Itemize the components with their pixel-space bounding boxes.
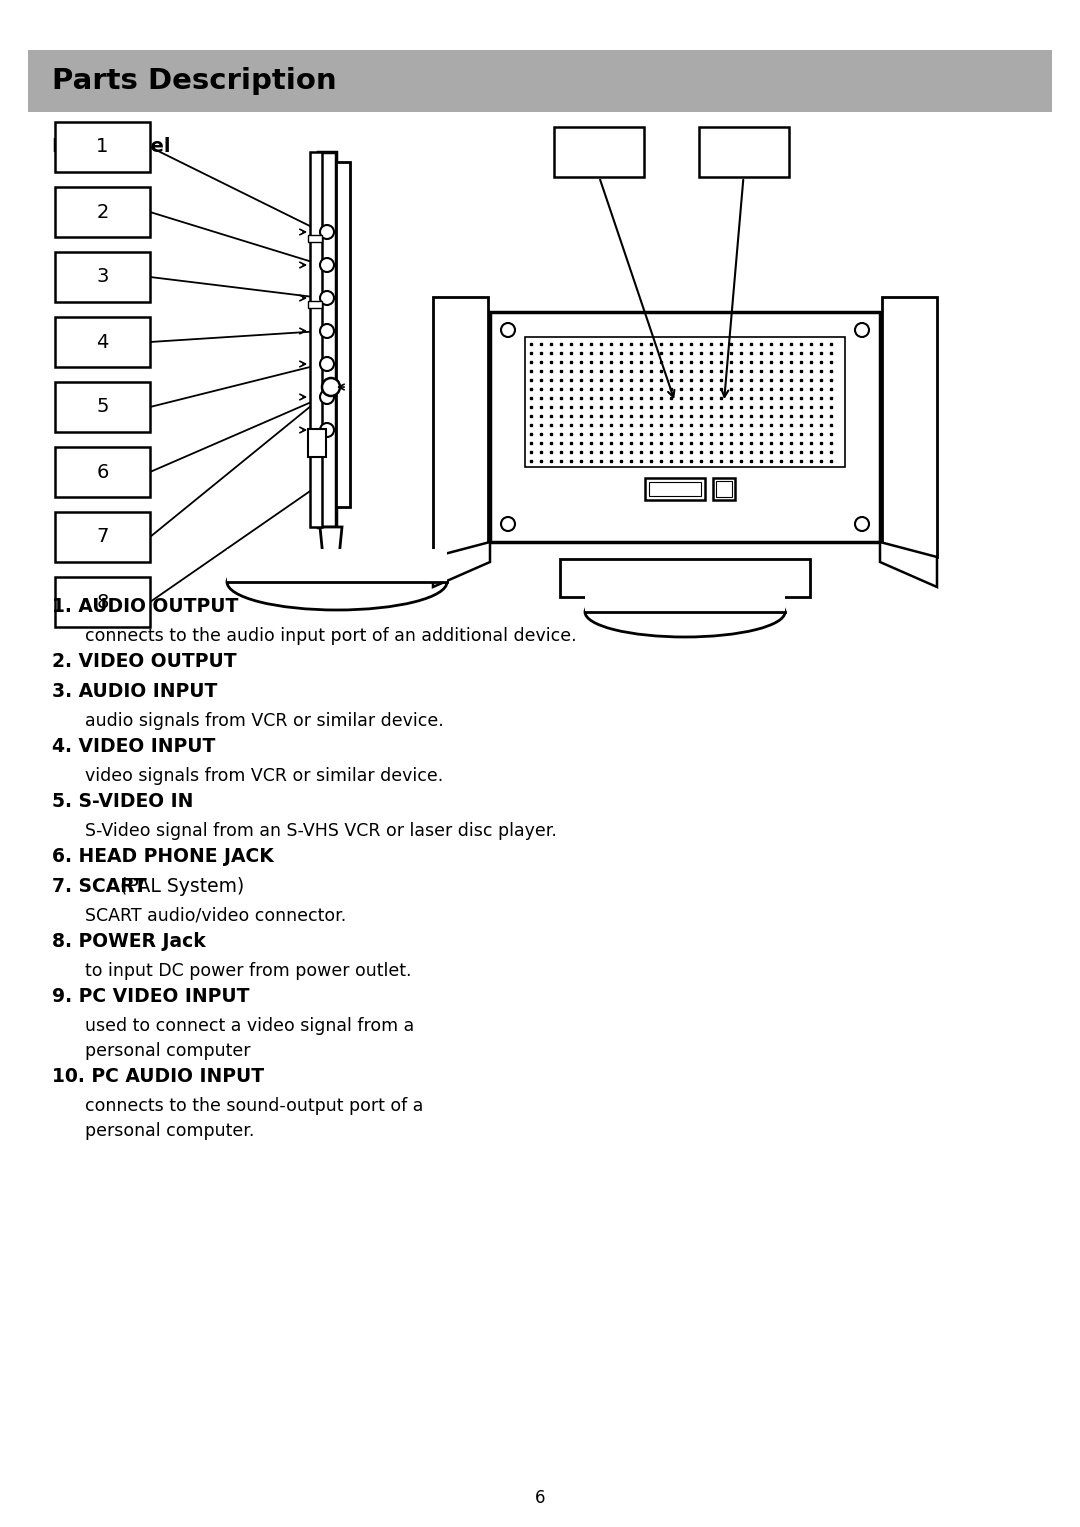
Circle shape bbox=[320, 324, 334, 337]
Bar bbox=[308, 301, 322, 308]
Bar bbox=[645, 478, 705, 499]
Text: 2. VIDEO OUTPUT: 2. VIDEO OUTPUT bbox=[52, 652, 237, 670]
Bar bbox=[882, 296, 937, 557]
Text: video signals from VCR or similar device.: video signals from VCR or similar device… bbox=[85, 767, 443, 785]
Text: 3. AUDIO INPUT: 3. AUDIO INPUT bbox=[52, 683, 217, 701]
Polygon shape bbox=[320, 527, 342, 577]
Ellipse shape bbox=[585, 586, 785, 637]
Circle shape bbox=[501, 324, 515, 337]
Text: 5: 5 bbox=[96, 397, 109, 417]
Bar bbox=[55, 186, 150, 237]
Text: 9: 9 bbox=[593, 142, 606, 162]
Text: 1: 1 bbox=[96, 137, 109, 156]
Text: personal computer: personal computer bbox=[85, 1041, 251, 1060]
Text: 3: 3 bbox=[96, 267, 109, 287]
Text: 7. SCART: 7. SCART bbox=[52, 876, 147, 896]
Bar bbox=[490, 312, 880, 542]
Circle shape bbox=[320, 389, 334, 405]
Circle shape bbox=[322, 379, 340, 395]
Text: used to connect a video signal from a: used to connect a video signal from a bbox=[85, 1017, 415, 1035]
Bar bbox=[585, 583, 785, 612]
Bar bbox=[649, 483, 701, 496]
Circle shape bbox=[320, 357, 334, 371]
Text: 7: 7 bbox=[96, 527, 109, 547]
Polygon shape bbox=[880, 542, 937, 586]
Text: connects to the audio input port of an additional device.: connects to the audio input port of an a… bbox=[85, 628, 577, 644]
Text: S-Video signal from an S-VHS VCR or laser disc player.: S-Video signal from an S-VHS VCR or lase… bbox=[85, 822, 557, 840]
Bar bbox=[716, 481, 732, 496]
Circle shape bbox=[855, 518, 869, 531]
Bar bbox=[308, 429, 326, 457]
Bar bbox=[699, 127, 788, 177]
Text: 4: 4 bbox=[96, 333, 109, 351]
Bar bbox=[308, 235, 322, 241]
Bar bbox=[713, 478, 735, 499]
Bar bbox=[55, 512, 150, 562]
Polygon shape bbox=[433, 542, 490, 586]
Text: 8: 8 bbox=[96, 592, 109, 611]
Bar bbox=[55, 318, 150, 366]
Bar bbox=[55, 447, 150, 496]
Bar bbox=[310, 153, 322, 527]
Ellipse shape bbox=[227, 554, 447, 609]
Text: 6. HEAD PHONE JACK: 6. HEAD PHONE JACK bbox=[52, 847, 273, 866]
Text: 1. AUDIO OUTPUT: 1. AUDIO OUTPUT bbox=[52, 597, 239, 615]
Text: 5. S-VIDEO IN: 5. S-VIDEO IN bbox=[52, 793, 193, 811]
Bar bbox=[561, 559, 810, 597]
Bar bbox=[227, 550, 447, 582]
Text: 6: 6 bbox=[96, 463, 109, 481]
Bar bbox=[55, 252, 150, 302]
Bar bbox=[55, 577, 150, 628]
Circle shape bbox=[320, 224, 334, 240]
Circle shape bbox=[855, 324, 869, 337]
Text: 2: 2 bbox=[96, 203, 109, 221]
Bar bbox=[336, 162, 350, 507]
Text: 8. POWER Jack: 8. POWER Jack bbox=[52, 931, 206, 951]
Text: connects to the sound-output port of a: connects to the sound-output port of a bbox=[85, 1096, 423, 1115]
Bar bbox=[55, 122, 150, 173]
Text: (PAL System): (PAL System) bbox=[114, 876, 245, 896]
Text: 6: 6 bbox=[535, 1489, 545, 1507]
Text: 10: 10 bbox=[730, 142, 757, 162]
Bar bbox=[525, 337, 845, 467]
Circle shape bbox=[501, 518, 515, 531]
Text: SCART audio/video connector.: SCART audio/video connector. bbox=[85, 907, 347, 925]
Circle shape bbox=[320, 258, 334, 272]
Text: personal computer.: personal computer. bbox=[85, 1122, 255, 1141]
Bar bbox=[554, 127, 644, 177]
Bar bbox=[55, 382, 150, 432]
Text: Parts Description: Parts Description bbox=[52, 67, 337, 95]
Bar bbox=[433, 296, 488, 557]
Text: 9. PC VIDEO INPUT: 9. PC VIDEO INPUT bbox=[52, 986, 249, 1006]
Text: 4. VIDEO INPUT: 4. VIDEO INPUT bbox=[52, 738, 215, 756]
Circle shape bbox=[320, 423, 334, 437]
Circle shape bbox=[320, 292, 334, 305]
Text: Rear Panel: Rear Panel bbox=[52, 137, 171, 156]
Text: to input DC power from power outlet.: to input DC power from power outlet. bbox=[85, 962, 411, 980]
Text: 10. PC AUDIO INPUT: 10. PC AUDIO INPUT bbox=[52, 1067, 265, 1086]
Text: audio signals from VCR or similar device.: audio signals from VCR or similar device… bbox=[85, 712, 444, 730]
Bar bbox=[28, 50, 1052, 111]
Bar bbox=[318, 153, 336, 527]
